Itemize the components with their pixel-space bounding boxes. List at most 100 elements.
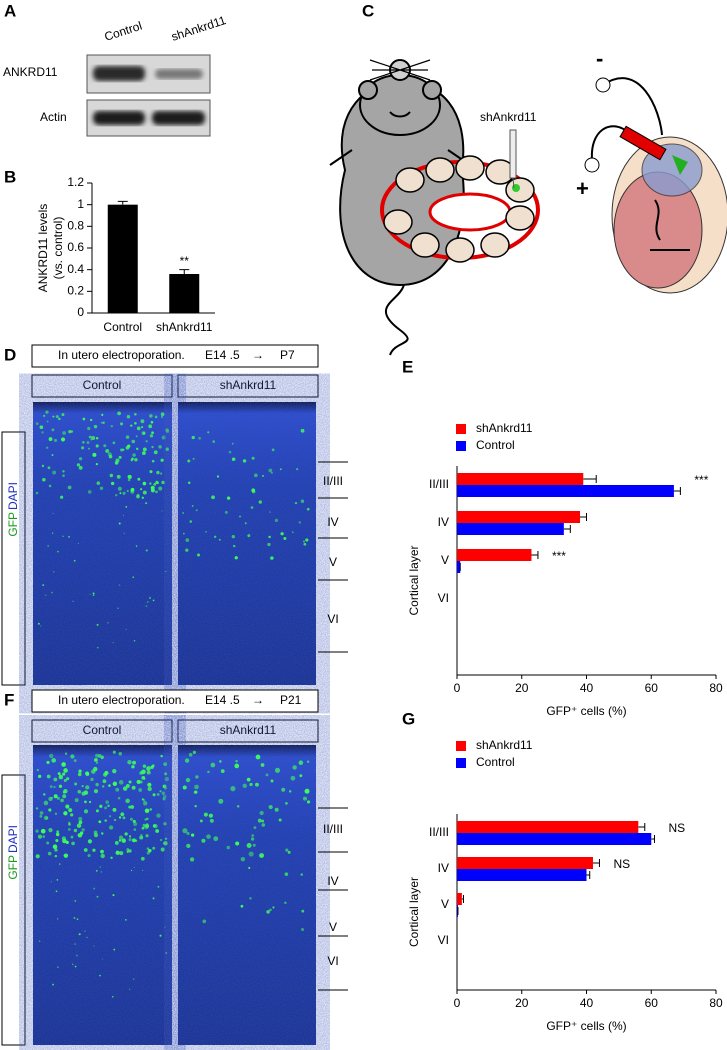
gfp-cell — [132, 978, 135, 980]
gfp-cell — [127, 474, 131, 479]
gfp-cell — [86, 936, 88, 939]
gfp-cell — [53, 777, 58, 782]
gfp-cell — [116, 474, 121, 479]
gfp-cell — [112, 995, 114, 998]
gfp-cell — [100, 849, 104, 854]
y-tick-label: VI — [438, 591, 449, 605]
gfp-cell — [54, 438, 58, 442]
header-text: P7 — [280, 348, 295, 362]
gfp-cell — [287, 850, 291, 854]
gfp-cell — [87, 426, 91, 431]
gfp-cell — [38, 940, 41, 942]
gfp-cell — [78, 933, 81, 936]
x-tick-label: 20 — [515, 681, 529, 695]
gfp-cell — [110, 856, 113, 859]
gfp-cell — [132, 760, 136, 765]
gfp-cell — [45, 594, 47, 597]
gfp-cell — [60, 798, 64, 803]
gfp-cell — [73, 917, 76, 919]
gfp-cell — [159, 790, 162, 793]
gfp-cell — [261, 823, 266, 827]
gfp-cell — [124, 918, 127, 921]
gfp-cell — [165, 447, 169, 451]
y-tick-label: V — [441, 897, 449, 911]
gfp-cell — [97, 754, 102, 758]
x-tick-label: shAnkrd11 — [156, 320, 213, 334]
gfp-cell — [125, 783, 130, 788]
gfp-cell — [187, 459, 191, 463]
gfp-cell — [112, 807, 117, 812]
gfp-cell — [306, 800, 311, 804]
legend-label: shAnkrd11 — [476, 421, 533, 435]
gfp-cell — [164, 837, 168, 841]
gfp-cell — [149, 482, 152, 485]
x-tick-label: 80 — [709, 681, 723, 695]
gfp-cell — [160, 754, 163, 758]
gfp-cell — [270, 779, 274, 783]
gfp-cell — [271, 471, 273, 474]
gfp-cell — [46, 760, 50, 765]
gfp-cell — [269, 511, 271, 513]
gfp-cell — [306, 507, 310, 511]
error-bar — [586, 871, 591, 879]
gfp-cell — [231, 535, 235, 539]
gfp-cell — [62, 431, 66, 435]
error-bar — [461, 895, 464, 903]
gfp-cell — [305, 538, 309, 542]
gfp-cell — [73, 759, 77, 763]
gfp-cell — [52, 415, 55, 418]
gfp-cell — [85, 771, 90, 776]
gfp-cell — [161, 480, 165, 485]
gfp-cell — [83, 848, 88, 852]
gfp-cell — [120, 448, 124, 452]
gfp-cell — [269, 908, 272, 912]
micrograph-texture — [178, 402, 316, 685]
row-label: Actin — [40, 110, 67, 124]
gfp-cell — [159, 934, 162, 937]
layer-label: VI — [327, 612, 338, 626]
gfp-cell — [99, 974, 101, 977]
header-text: → — [252, 693, 264, 707]
gfp-cell — [52, 844, 58, 849]
gfp-cell — [302, 796, 308, 801]
gfp-cell — [197, 553, 201, 557]
gfp-cell — [46, 446, 49, 449]
gfp-cell — [191, 435, 195, 440]
gfp-cell — [58, 774, 64, 780]
gfp-cell — [203, 812, 208, 817]
gfp-cell — [145, 605, 148, 608]
gfp-cell — [51, 454, 54, 457]
gfp-cell — [39, 815, 43, 818]
gfp-cell — [130, 489, 135, 494]
annotation: NS — [613, 857, 630, 871]
gfp-cell — [92, 592, 95, 595]
layer-label: V — [329, 555, 337, 569]
column-label: shAnkrd11 — [220, 378, 277, 392]
gfp-cell — [115, 787, 120, 792]
gfp-cell — [156, 813, 161, 818]
gfp-cell — [53, 794, 58, 799]
gfp-cell — [61, 762, 66, 767]
layer-label: IV — [327, 874, 338, 888]
gfp-cell — [159, 472, 163, 475]
gfp-cell — [99, 804, 103, 808]
gfp-cell — [246, 843, 252, 849]
gfp-cell — [57, 550, 59, 553]
annotation: *** — [552, 549, 566, 563]
error-bar — [583, 475, 597, 483]
gfp-cell — [141, 826, 145, 830]
gfp-cell — [74, 943, 76, 945]
gfp-cell — [54, 854, 58, 858]
gfp-cell — [149, 596, 152, 599]
gfp-cell — [63, 778, 67, 783]
gfp-cell — [296, 468, 299, 471]
gfp-cell — [186, 831, 190, 836]
gfp-cell — [235, 841, 240, 846]
gfp-cell — [107, 804, 110, 808]
error-bar — [592, 859, 600, 867]
x-tick-label: 40 — [580, 996, 594, 1010]
gfp-cell — [78, 465, 83, 470]
gfp-cell — [127, 760, 132, 765]
gfp-cell — [119, 492, 122, 495]
gfp-cell — [97, 647, 99, 649]
